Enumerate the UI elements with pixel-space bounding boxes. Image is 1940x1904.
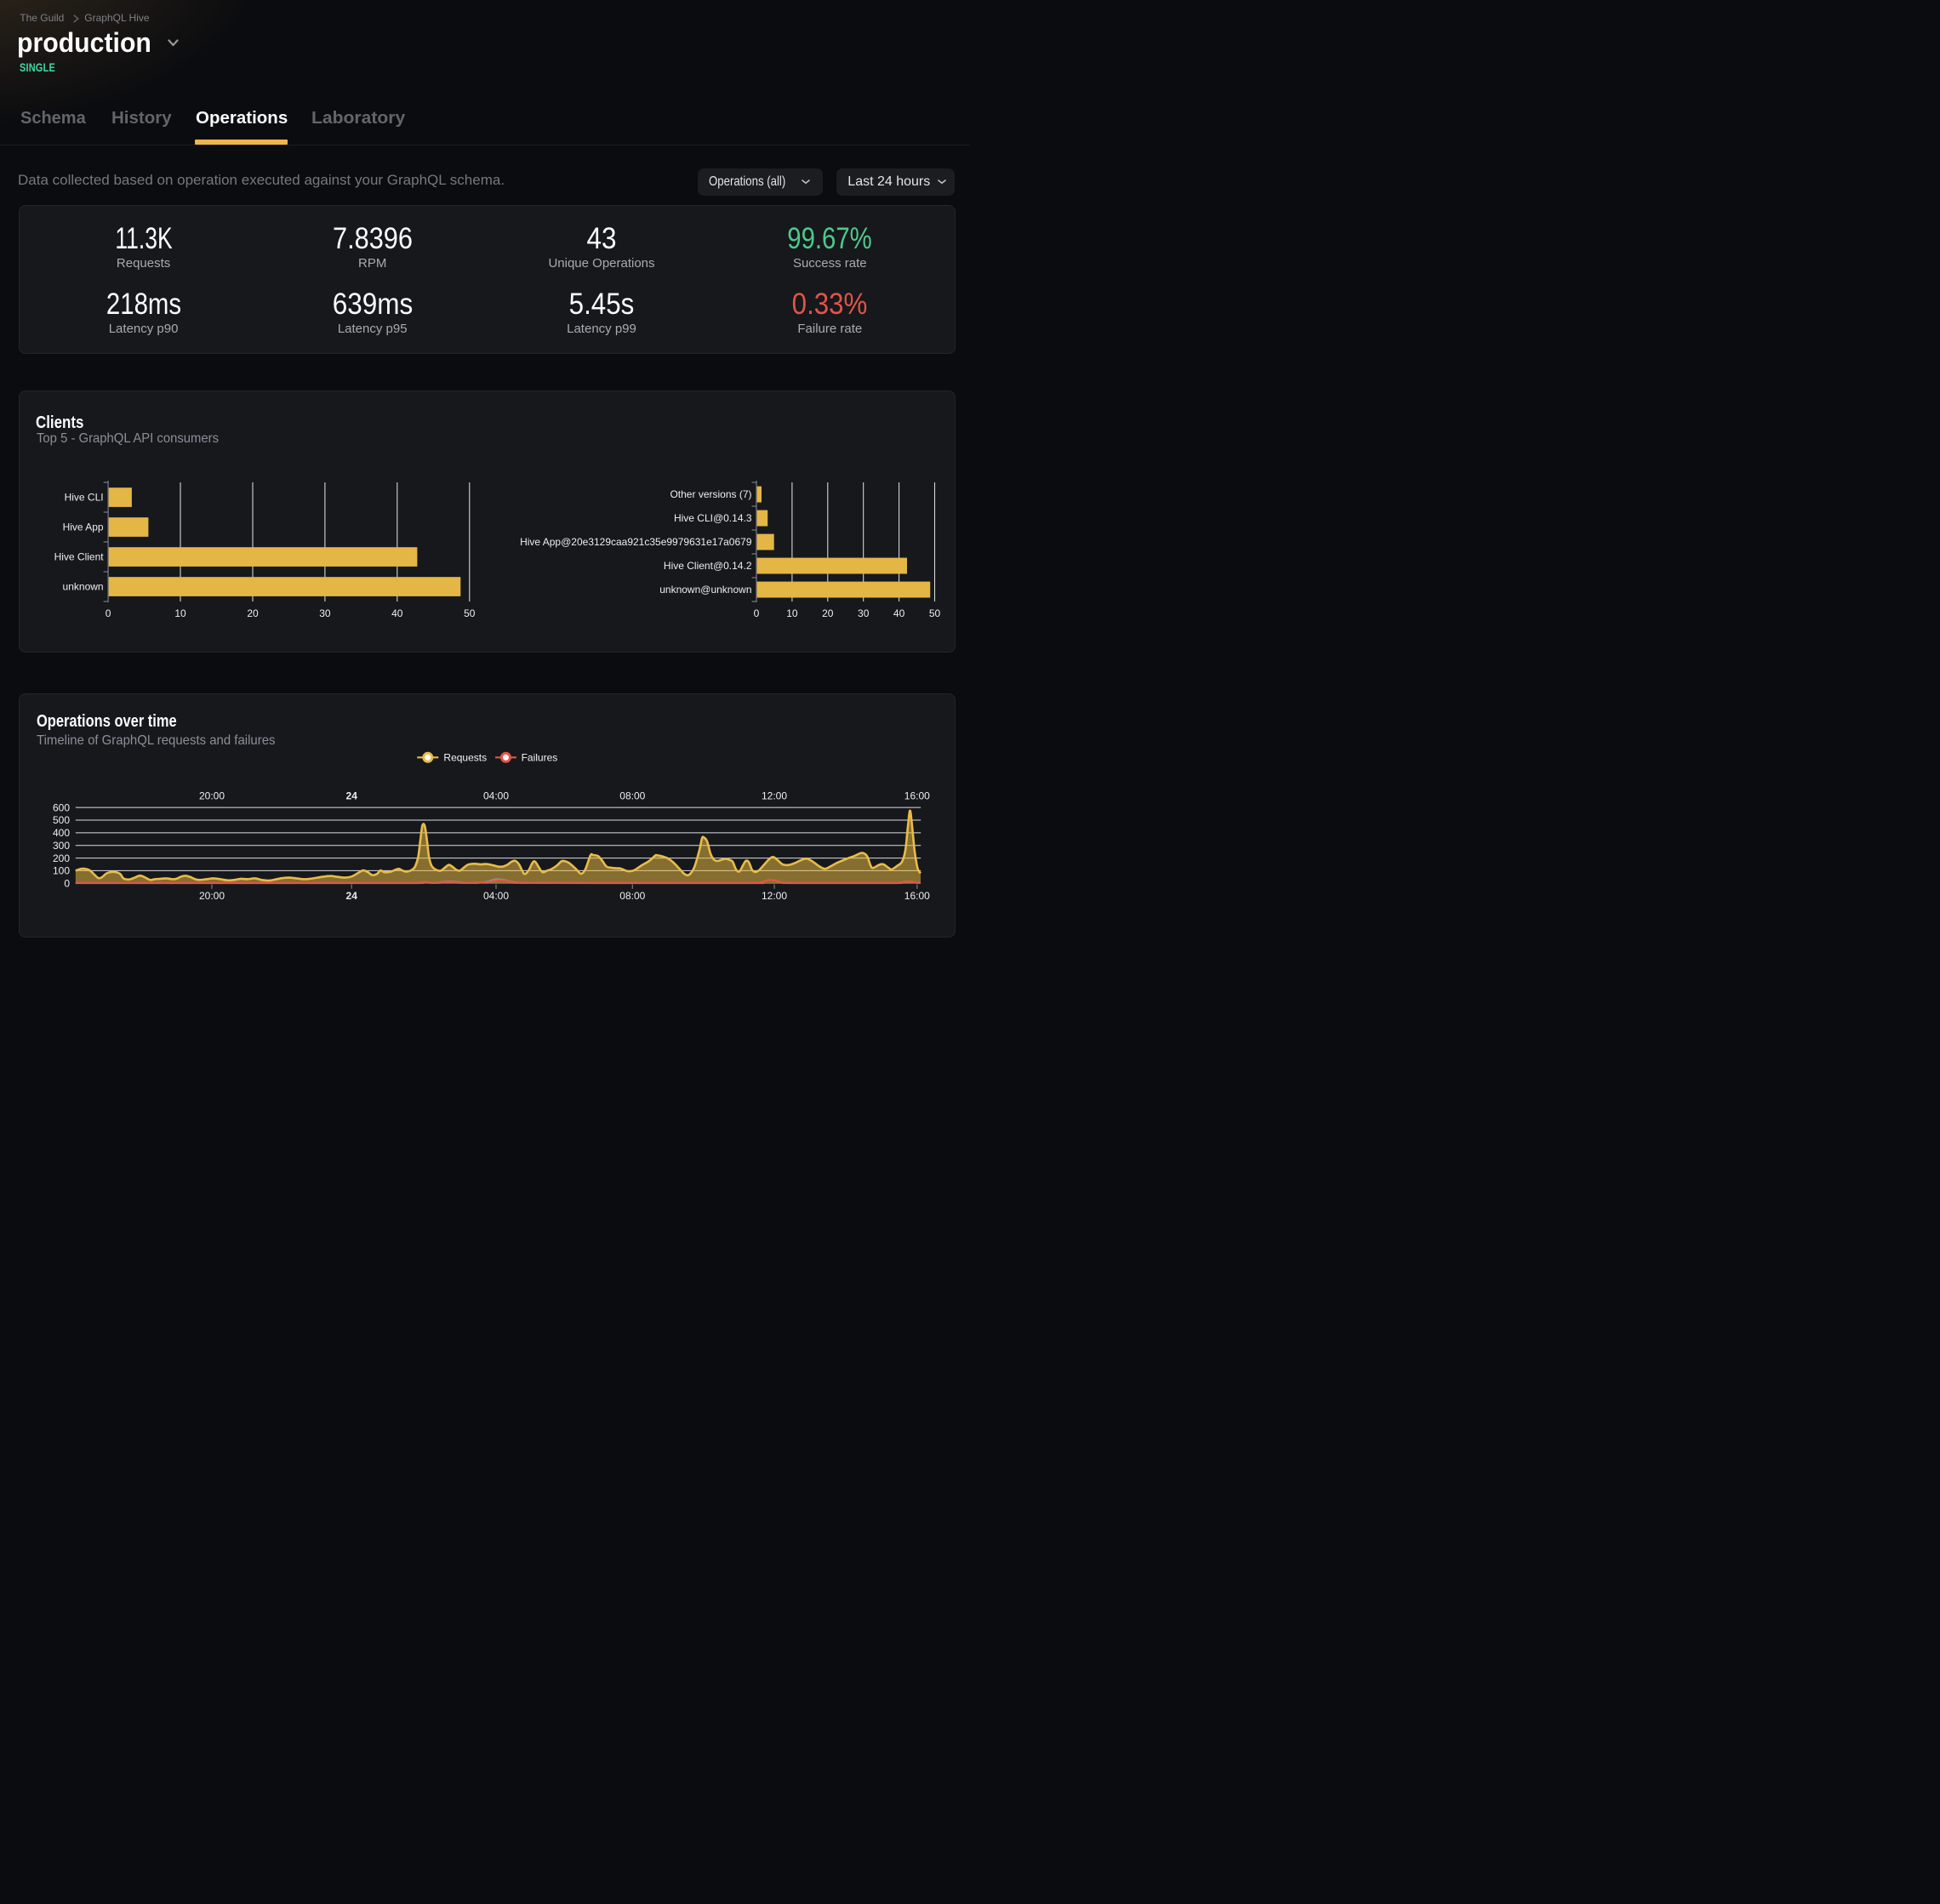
svg-text:50: 50 [464,607,476,619]
svg-text:200: 200 [53,852,70,864]
svg-text:30: 30 [319,607,331,619]
svg-text:24: 24 [346,790,358,802]
svg-text:08:00: 08:00 [619,790,645,802]
svg-text:300: 300 [53,840,70,852]
svg-text:12:00: 12:00 [762,890,787,902]
svg-text:100: 100 [53,865,70,877]
svg-text:10: 10 [174,607,186,619]
svg-text:0: 0 [754,607,760,619]
svg-text:20:00: 20:00 [199,890,225,902]
svg-text:Hive App@20e3129caa921c35e9979: Hive App@20e3129caa921c35e9979631e17a067… [520,536,752,548]
svg-text:Other versions (7): Other versions (7) [670,488,751,500]
svg-text:16:00: 16:00 [904,890,930,902]
svg-text:unknown@unknown: unknown@unknown [659,584,751,596]
svg-text:0: 0 [106,607,111,619]
svg-text:20: 20 [247,607,259,619]
svg-text:04:00: 04:00 [483,790,509,802]
svg-text:Hive Client: Hive Client [54,551,105,563]
svg-text:0: 0 [64,878,70,890]
svg-text:50: 50 [929,607,941,619]
svg-text:30: 30 [858,607,870,619]
svg-text:Requests: Requests [443,752,487,764]
svg-text:40: 40 [893,607,905,619]
svg-text:20: 20 [822,607,834,619]
svg-text:unknown: unknown [63,581,104,593]
svg-text:600: 600 [53,801,70,813]
svg-text:08:00: 08:00 [619,890,645,902]
svg-text:16:00: 16:00 [904,790,930,802]
svg-text:400: 400 [53,827,70,839]
svg-text:24: 24 [346,890,358,902]
svg-text:04:00: 04:00 [483,890,509,902]
svg-text:Hive Client@0.14.2: Hive Client@0.14.2 [664,560,752,572]
svg-text:12:00: 12:00 [762,790,787,802]
svg-text:40: 40 [391,607,403,619]
svg-text:500: 500 [53,814,70,826]
svg-text:Hive App: Hive App [63,522,104,533]
svg-text:10: 10 [786,607,798,619]
svg-text:Failures: Failures [522,752,558,764]
svg-text:Hive CLI: Hive CLI [65,492,104,504]
svg-text:Hive CLI@0.14.3: Hive CLI@0.14.3 [674,512,752,524]
svg-text:20:00: 20:00 [199,790,225,802]
